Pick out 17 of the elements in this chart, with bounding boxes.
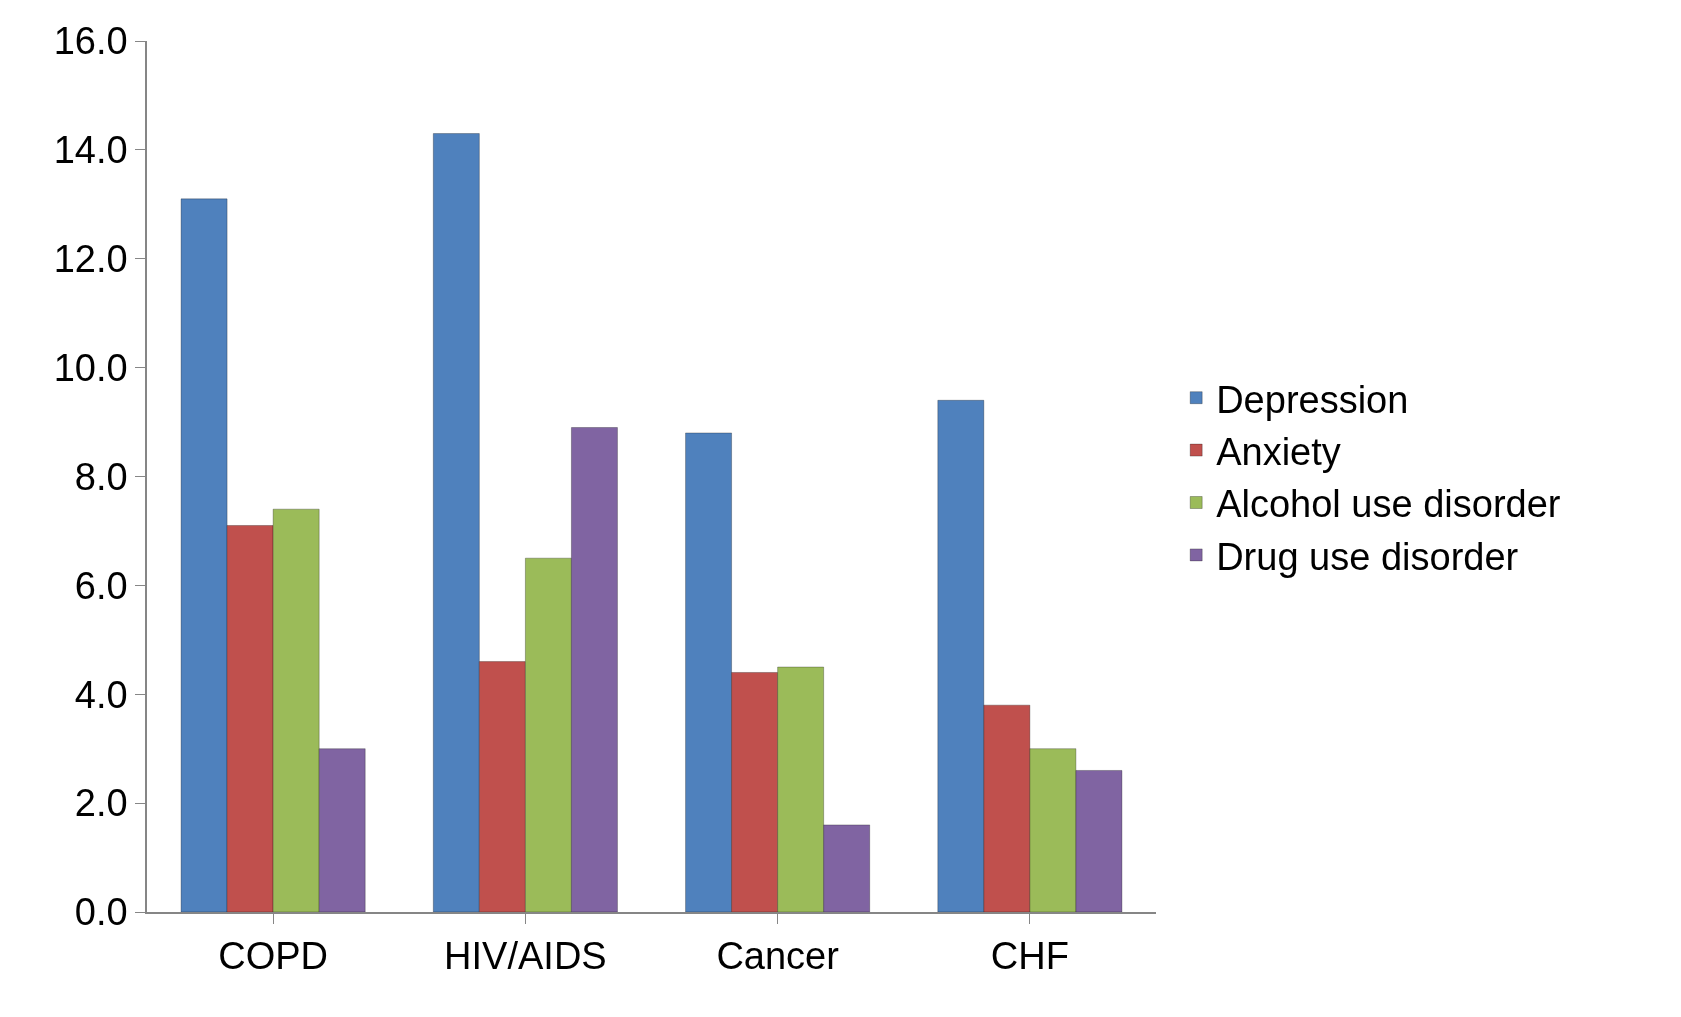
y-tick-label: 4.0 [74, 673, 128, 716]
y-tick-label: 0.0 [74, 891, 128, 934]
legend-label: Anxiety [1216, 430, 1341, 473]
y-tick-label: 14.0 [53, 129, 128, 172]
x-tick-label: COPD [218, 935, 329, 978]
legend-label: Depression [1216, 378, 1409, 421]
y-tick-label: 6.0 [74, 564, 128, 607]
y-tick-label: 2.0 [74, 782, 128, 825]
y-tick-label: 12.0 [53, 238, 128, 281]
y-tick-label: 8.0 [74, 455, 128, 498]
x-tick-label: Cancer [716, 935, 840, 978]
y-tick-label: 16.0 [53, 20, 128, 63]
x-tick-label: CHF [990, 935, 1069, 978]
legend-label: Drug use disorder [1216, 535, 1519, 578]
y-tick-label: 10.0 [53, 346, 128, 389]
x-tick-label: HIV/AIDS [444, 935, 607, 978]
legend-label: Alcohol use disorder [1216, 483, 1561, 526]
